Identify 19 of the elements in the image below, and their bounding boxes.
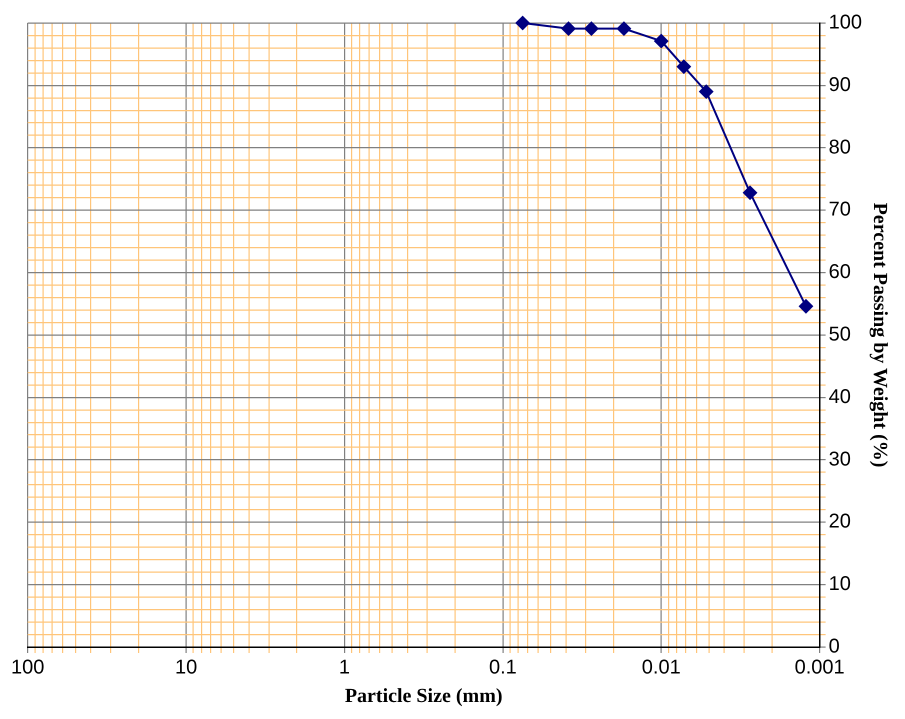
- x-tick-label: 1: [338, 656, 350, 679]
- x-tick-label: 10: [174, 656, 198, 679]
- y-tick-label: 40: [828, 386, 851, 408]
- x-tick-label: 100: [10, 656, 44, 679]
- x-tick-label: 0.1: [488, 656, 517, 679]
- x-tick-label: 0.001: [794, 656, 845, 679]
- y-tick-label: 30: [828, 448, 851, 470]
- y-tick-label: 90: [828, 74, 851, 96]
- y-tick-label: 50: [828, 324, 851, 346]
- y-tick-label: 20: [828, 510, 851, 533]
- y-tick-label: 0: [828, 636, 840, 658]
- y-axis-title: Percent Passing by Weight (%): [868, 202, 891, 468]
- y-tick-label: 70: [828, 198, 851, 221]
- y-tick-label: 10: [828, 573, 851, 596]
- y-tick-label: 80: [828, 136, 851, 158]
- y-tick-label: 100: [828, 12, 862, 34]
- x-tick-label: 0.01: [642, 656, 681, 679]
- x-axis-title: Particle Size (mm): [344, 685, 503, 708]
- y-tick-label: 60: [828, 261, 851, 284]
